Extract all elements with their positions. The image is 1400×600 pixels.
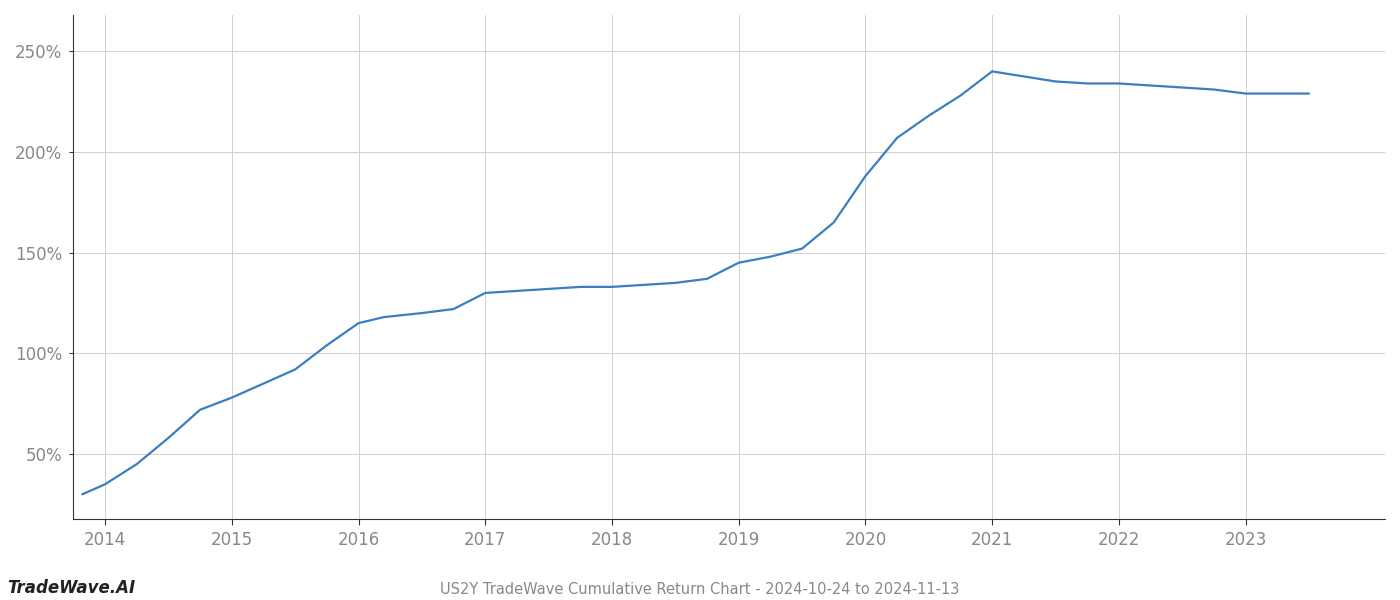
- Text: US2Y TradeWave Cumulative Return Chart - 2024-10-24 to 2024-11-13: US2Y TradeWave Cumulative Return Chart -…: [441, 582, 959, 597]
- Text: TradeWave.AI: TradeWave.AI: [7, 579, 136, 597]
